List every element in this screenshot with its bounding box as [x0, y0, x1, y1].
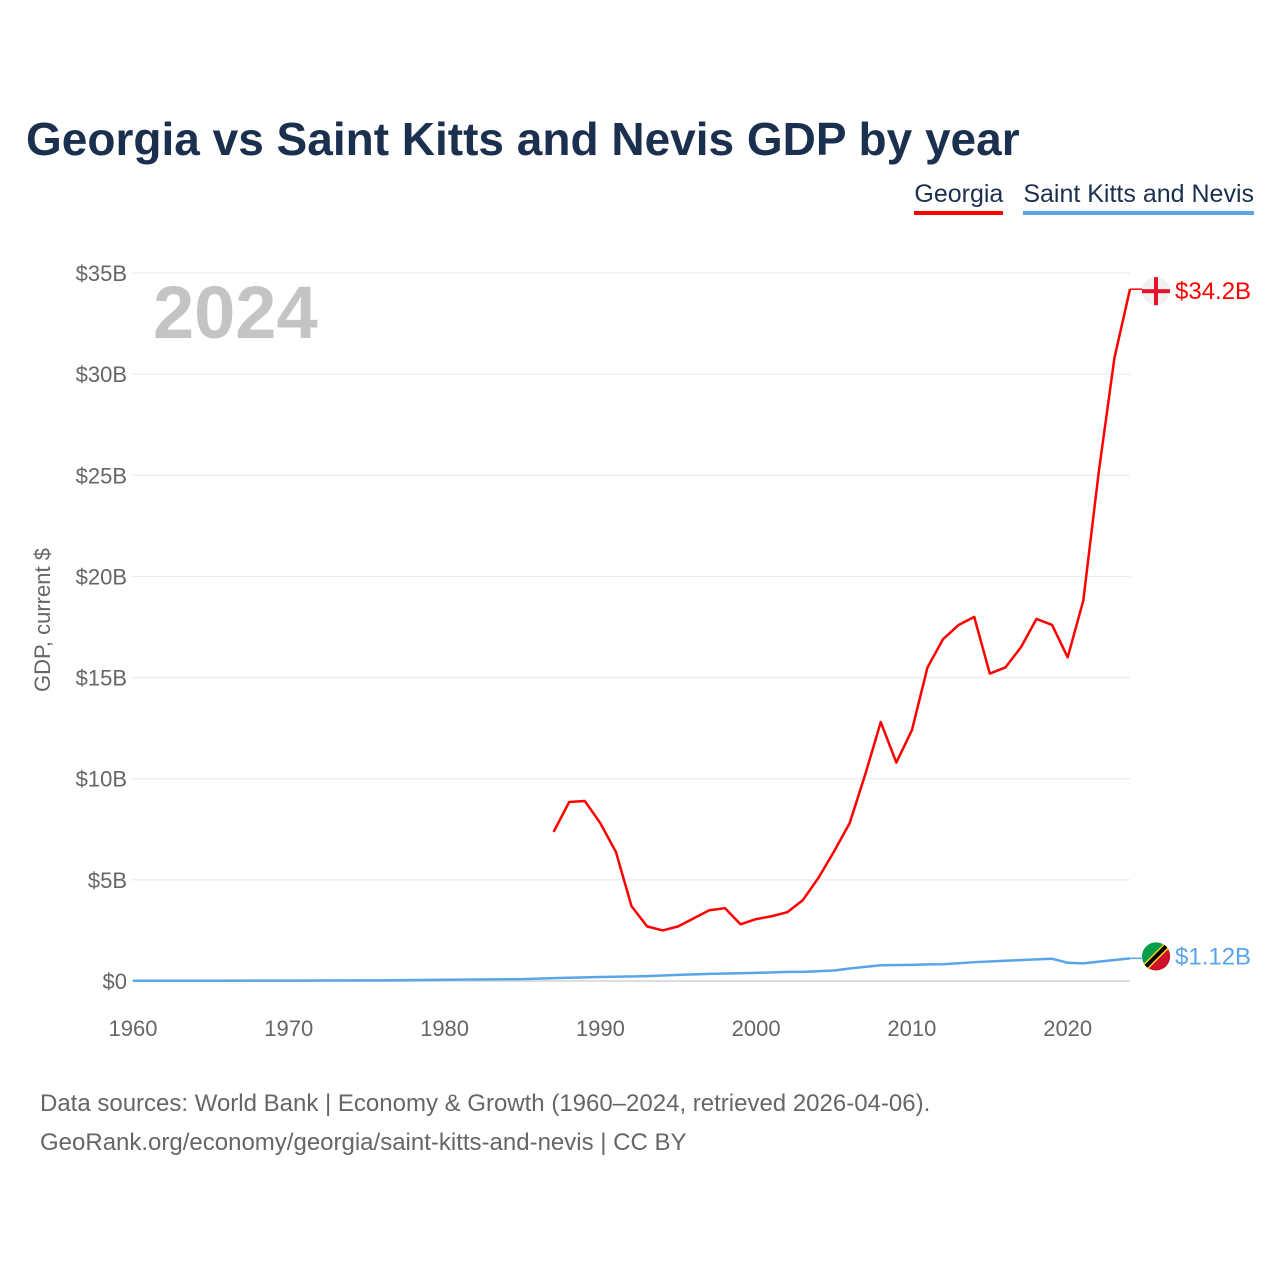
flag-cross [1154, 277, 1158, 306]
y-tick-label: $25B [76, 463, 127, 488]
y-axis-label: GDP, current $ [30, 548, 55, 692]
y-tick-label: $30B [76, 362, 127, 387]
y-tick-label: $35B [76, 261, 127, 286]
x-tick-label: 1970 [264, 1016, 313, 1041]
y-tick-label: $10B [76, 767, 127, 792]
legend: Georgia Saint Kitts and Nevis [914, 180, 1254, 215]
source-line-1: Data sources: World Bank | Economy & Gro… [40, 1090, 931, 1117]
series-line-georgia [552, 288, 1132, 932]
source-note: Data sources: World Bank | Economy & Gro… [40, 1084, 930, 1162]
y-tick-label: $5B [88, 868, 127, 893]
x-tick-label: 2010 [887, 1016, 936, 1041]
x-tick-label: 1960 [109, 1016, 158, 1041]
x-tick-label: 1990 [576, 1016, 625, 1041]
source-line-2[interactable]: GeoRank.org/economy/georgia/saint-kitts-… [40, 1129, 687, 1156]
x-tick-label: 2000 [732, 1016, 781, 1041]
y-tick-label: $0 [103, 969, 127, 994]
line-chart: 2024 GDP, current $ $0 $5B $10B $15B $20B $25… [30, 261, 1251, 1041]
y-tick-label: $15B [76, 666, 127, 691]
end-value-label: $34.2B [1175, 278, 1251, 305]
y-tick-label: $20B [76, 564, 127, 589]
end-value-label: $1.12B [1175, 943, 1251, 970]
series-line-saint-kitts-and-nevis [132, 957, 1131, 983]
flag-band [1144, 944, 1168, 968]
year-watermark: 2024 [153, 271, 318, 354]
legend-georgia[interactable]: Georgia [914, 180, 1004, 215]
x-tick-label: 2020 [1043, 1016, 1092, 1041]
x-tick-label: 1980 [420, 1016, 469, 1041]
chart-title: Georgia vs Saint Kitts and Nevis GDP by … [26, 113, 1020, 165]
legend-saint-kitts-and-nevis[interactable]: Saint Kitts and Nevis [1023, 180, 1254, 215]
